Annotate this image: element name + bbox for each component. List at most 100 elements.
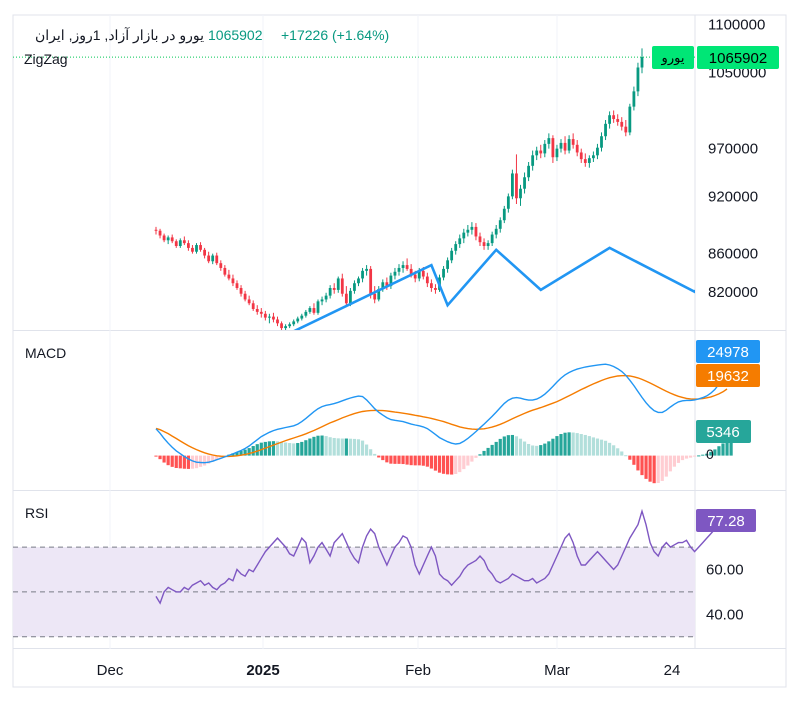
macd-hist-bar [608,442,612,456]
candle [596,143,599,160]
macd-hist-bar [170,455,174,467]
candle [397,264,401,276]
macd-label: MACD [25,345,66,361]
macd-hist-bar [239,450,243,456]
candle-body [490,234,494,244]
macd-hist-bar [235,452,239,456]
candle [280,321,283,330]
macd-hist-bar [717,446,721,456]
macd-hist-bar [300,441,304,456]
candle-body [219,263,223,268]
candle [243,290,247,302]
candle [166,235,170,245]
candle [434,284,437,294]
macd-hist-bar [506,435,510,456]
candle [563,136,567,155]
macd-hist-bar [531,445,535,456]
macd-hist-bar [446,455,450,475]
price-tick-label: 1100000 [708,17,765,34]
candle-body [430,283,433,288]
candle-body [401,265,405,268]
candle [361,267,364,283]
candle [162,233,166,243]
price-pane[interactable]: یورو در بازار آزاد, 1روز, ایران 1065902 … [13,26,800,359]
time-tick-label: 24 [664,662,681,679]
macd-value-text: 24978 [707,344,749,361]
macd-hist-bar [535,445,539,456]
candle [207,251,211,264]
macd-hist-bar [547,441,551,456]
macd-hist-bar [684,455,689,459]
candle-body [316,301,320,313]
rsi-value-badge: 77.28 [696,509,756,532]
candle-body [365,268,368,271]
candle-body [393,271,397,276]
candle-body [466,229,470,233]
macd-hist-bar [292,443,296,456]
candle-body [563,142,567,151]
candle [604,120,607,141]
candle [515,154,518,204]
candle [502,205,506,224]
candle-body [251,303,255,309]
candle [235,280,239,290]
macd-hist-bar [251,446,255,456]
macd-hist-bar [620,451,624,456]
candle-body [187,243,190,248]
candle-body [336,278,340,290]
macd-hist-bar [522,441,527,456]
macd-hist-bar [474,455,478,458]
macd-zero-label: 0 [706,446,714,462]
candle [357,276,360,287]
rsi-pane[interactable]: RSI [13,505,720,638]
price-tick-label: 920000 [708,188,758,205]
macd-hist-bar [689,455,693,458]
instrument-change: +17226 (+1.64%) [281,27,389,43]
candle-body [474,226,478,237]
candle-body [511,173,514,197]
candle [247,295,251,306]
candle [199,242,202,252]
candle-body [263,313,267,318]
macd-pane[interactable]: MACD [25,345,733,484]
price-tick-label: 970000 [708,141,758,158]
candle [486,240,490,250]
macd-hist-bar [320,435,324,456]
price-tag-value: 1065902 [697,46,779,69]
macd-hist-bar [190,455,195,469]
candle [239,285,243,297]
candle [600,132,603,152]
candle-body [320,299,324,302]
candle-body [551,138,555,158]
candle [470,222,474,235]
candle [332,283,336,294]
macd-hist-bar [543,443,547,456]
candle-body [519,188,522,199]
candle-body [332,288,336,290]
candle-body [178,240,182,246]
macd-hist-bar [490,444,494,456]
macd-hist-bar [373,453,377,456]
candle [405,258,409,271]
candle [430,279,433,292]
candle [535,146,539,161]
macd-hist-bar [441,455,446,474]
macd-hist-bar [365,444,369,456]
macd-hist-bar [478,454,482,456]
candle [284,324,287,330]
candle [365,265,368,276]
macd-hist-bar [693,455,697,457]
macd-hist-bar [502,436,506,456]
macd-hist-bar [247,448,251,456]
macd-hist-bar [672,455,676,467]
macd-hist-bar [555,436,559,456]
candle-body [409,268,413,275]
candle-body [166,237,170,241]
macd-hist-bar [369,449,373,456]
candle [527,162,530,182]
macd-hist-bar [203,455,207,466]
time-axis[interactable]: Dec 2025 Feb Mar 24 [97,662,681,679]
candle-body [361,270,364,279]
macd-hist-bar [591,437,595,456]
